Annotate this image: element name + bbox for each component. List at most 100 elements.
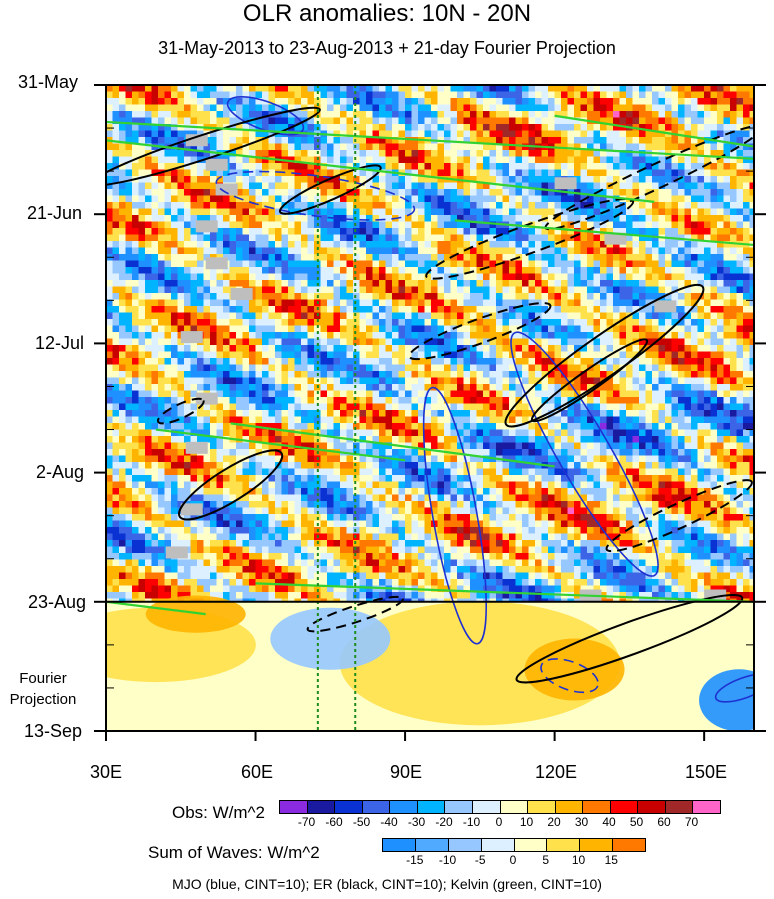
obs-cell: [431, 397, 439, 405]
obs-cell: [717, 234, 725, 242]
obs-cell: [301, 351, 309, 359]
obs-cell: [476, 98, 484, 106]
obs-cell: [119, 215, 127, 223]
obs-cell: [314, 169, 322, 177]
obs-cell: [327, 208, 335, 216]
obs-cell: [541, 384, 549, 392]
obs-cell: [749, 319, 754, 327]
obs-cell: [177, 325, 185, 333]
obs-cell: [665, 124, 673, 132]
obs-cell: [431, 228, 439, 236]
obs-cell: [548, 293, 556, 301]
obs-cell: [723, 345, 731, 353]
obs-cell: [678, 286, 686, 294]
obs-cell: [437, 111, 445, 119]
obs-cell: [444, 202, 452, 210]
obs-cell: [405, 273, 413, 281]
obs-cell: [379, 202, 387, 210]
obs-cell: [730, 130, 738, 138]
obs-cell: [463, 202, 471, 210]
obs-cell: [717, 377, 725, 385]
obs-cell: [418, 306, 426, 314]
obs-cell: [476, 371, 484, 379]
obs-cell: [541, 104, 549, 112]
obs-cell: [639, 254, 647, 262]
obs-cell: [671, 254, 679, 262]
obs-cell: [717, 358, 725, 366]
obs-cell: [665, 241, 673, 249]
obs-cell: [528, 156, 536, 164]
obs-cell: [515, 325, 523, 333]
obs-cell: [346, 397, 354, 405]
obs-cell: [223, 104, 231, 112]
obs-cell: [125, 338, 133, 346]
obs-cell: [385, 254, 393, 262]
obs-cell: [489, 351, 497, 359]
obs-cell: [515, 130, 523, 138]
obs-cell: [112, 117, 120, 125]
obs-cell: [541, 338, 549, 346]
obs-cell: [743, 111, 751, 119]
obs-cell: [164, 377, 172, 385]
obs-cell: [528, 332, 536, 340]
obs-cell: [554, 377, 562, 385]
obs-cell: [158, 254, 166, 262]
obs-cell: [418, 208, 426, 216]
obs-cell: [236, 234, 244, 242]
obs-cell: [411, 332, 419, 340]
obs-cell: [619, 137, 627, 145]
obs-cell: [730, 390, 738, 398]
obs-cell: [697, 299, 705, 307]
obs-cell: [561, 124, 569, 132]
obs-cell: [275, 299, 283, 307]
obs-cell: [138, 221, 146, 229]
obs-cell: [177, 98, 185, 106]
obs-cell: [697, 345, 705, 353]
obs-cell: [483, 267, 491, 275]
obs-cell: [515, 403, 523, 411]
obs-cell: [164, 273, 172, 281]
obs-cell: [431, 221, 439, 229]
obs-cell: [398, 280, 406, 288]
obs-cell: [372, 91, 380, 99]
obs-cell: [723, 332, 731, 340]
obs-cell: [372, 104, 380, 112]
obs-cell: [333, 390, 341, 398]
obs-cell: [418, 397, 426, 405]
obs-cell: [411, 273, 419, 281]
obs-cell: [398, 143, 406, 151]
obs-cell: [730, 306, 738, 314]
obs-cell: [431, 338, 439, 346]
obs-cell: [548, 306, 556, 314]
obs-cell: [340, 397, 348, 405]
obs-cell: [444, 286, 452, 294]
obs-cell: [197, 319, 205, 327]
obs-cell: [242, 202, 250, 210]
obs-cell: [528, 150, 536, 158]
obs-cell: [119, 169, 127, 177]
obs-cell: [112, 351, 120, 359]
obs-cell: [561, 345, 569, 353]
obs-cell: [431, 351, 439, 359]
obs-cell: [190, 247, 198, 255]
obs-cell: [470, 156, 478, 164]
obs-cell: [411, 280, 419, 288]
obs-cell: [749, 189, 754, 197]
obs-cell: [307, 150, 315, 158]
obs-cell: [639, 299, 647, 307]
obs-cell: [307, 254, 315, 262]
obs-cell: [112, 364, 120, 372]
obs-cell: [600, 267, 608, 275]
obs-cell: [405, 299, 413, 307]
obs-cell: [645, 202, 653, 210]
obs-cell: [470, 286, 478, 294]
obs-cell: [541, 130, 549, 138]
obs-cell: [431, 254, 439, 262]
obs-cell: [145, 254, 153, 262]
obs-cell: [522, 351, 530, 359]
obs-cell: [288, 150, 296, 158]
obs-cell: [164, 117, 172, 125]
obs-cell: [366, 299, 374, 307]
obs-cell: [307, 98, 315, 106]
obs-cell: [112, 273, 120, 281]
